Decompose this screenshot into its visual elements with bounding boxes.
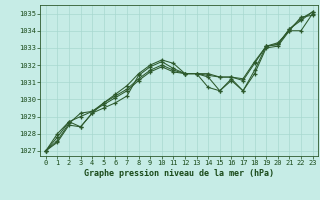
X-axis label: Graphe pression niveau de la mer (hPa): Graphe pression niveau de la mer (hPa) — [84, 169, 274, 178]
